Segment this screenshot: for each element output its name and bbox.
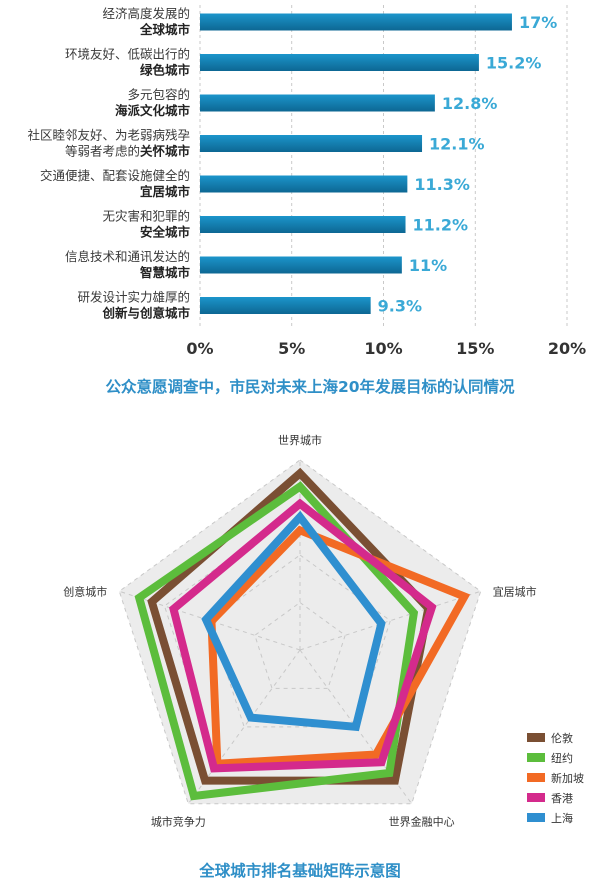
legend-label: 伦敦	[551, 731, 573, 745]
legend-label: 上海	[551, 811, 573, 825]
radar-series	[134, 467, 471, 801]
radar-ring	[254, 601, 346, 689]
bar-marks: 17% 15.2% 12.8% 12.1% 11.3% 11.2% 11% 9.3%	[200, 13, 557, 316]
bar-category-line2: 安全城市	[140, 225, 191, 240]
legend-label: 香港	[551, 792, 573, 805]
bar	[200, 94, 435, 112]
bar-value-label: 11.2%	[413, 216, 469, 235]
bar	[200, 13, 512, 31]
bar-category-line2: 绿色城市	[140, 63, 191, 78]
bar-category-line1: 研发设计实力雄厚的	[77, 290, 190, 305]
bar-category-line2: 海派文化城市	[115, 103, 191, 118]
bar-category-name: 海派文化城市	[115, 103, 191, 118]
bar-category-line2: 智慧城市	[139, 265, 191, 280]
legend-label: 新加坡	[551, 771, 584, 785]
bar-category-name: 创新与创意城市	[101, 306, 190, 321]
radar-axis-label: 创意城市	[63, 584, 107, 598]
bar-value-label: 9.3%	[378, 297, 422, 316]
bar	[200, 175, 408, 193]
radar-axis-label: 宜居城市	[493, 584, 537, 598]
bar-category-name: 绿色城市	[140, 63, 191, 78]
x-tick-label: 15%	[456, 339, 494, 358]
bar-value-label: 11%	[409, 256, 447, 275]
bar-category-line1: 信息技术和通讯发达的	[65, 249, 190, 264]
x-tick-label: 10%	[364, 339, 402, 358]
x-tick-label: 5%	[278, 339, 305, 358]
bar-category-name: 关怀城市	[140, 144, 191, 159]
bar-value-label: 15.2%	[486, 54, 542, 73]
bar-category-name: 宜居城市	[140, 184, 191, 199]
legend-swatch	[527, 753, 545, 762]
radar-series-line	[201, 510, 386, 732]
radar-axis-label: 世界城市	[278, 433, 322, 447]
bar-category-name: 全球城市	[139, 22, 191, 37]
bar-value-label: 12.1%	[429, 135, 485, 154]
radar-series-line	[207, 525, 471, 768]
x-tick-label: 20%	[548, 339, 586, 358]
bar-x-tick-labels: 0% 5% 10% 15% 20%	[186, 339, 586, 358]
x-tick-label: 0%	[186, 339, 213, 358]
bar	[200, 297, 371, 314]
bar-category-line1: 社区睦邻友好、为老弱病残孕	[27, 128, 190, 143]
bar-category-line1: 交通便捷、配套设施健全的	[40, 168, 190, 183]
legend-swatch	[527, 773, 545, 782]
bar-category-line1: 多元包容的	[127, 87, 190, 102]
legend-swatch	[527, 813, 545, 822]
radar-series-line	[169, 498, 437, 773]
bar	[200, 216, 406, 233]
bar-category-line2-prefix: 等弱者考虑的	[65, 144, 140, 159]
bar-chart-title: 公众意愿调查中，市民对未来上海20年发展目标的认同情况	[105, 377, 515, 396]
bar-category-line2: 创新与创意城市	[101, 306, 190, 321]
bar-value-label: 11.3%	[414, 175, 470, 194]
legend-label: 纽约	[551, 751, 573, 765]
bar-category-name: 智慧城市	[139, 265, 191, 280]
radar-chart-title: 全球城市排名基础矩阵示意图	[198, 861, 401, 880]
bar-value-label: 17%	[519, 13, 557, 32]
bar-category-line2: 全球城市	[139, 22, 191, 37]
bar	[200, 54, 479, 71]
bar-category-line2: 宜居城市	[140, 184, 191, 199]
radar-ring	[118, 459, 482, 805]
bar-category-name: 安全城市	[140, 225, 191, 240]
bar-category-line1: 无灾害和犯罪的	[102, 209, 190, 224]
legend-swatch	[527, 793, 545, 802]
radar-axis-label: 城市竞争力	[151, 815, 206, 829]
bar-category-line1: 环境友好、低碳出行的	[65, 47, 190, 62]
bar-category-labels: 经济高度发展的全球城市环境友好、低碳出行的绿色城市多元包容的海派文化城市社区睦邻…	[27, 6, 190, 321]
bar	[200, 135, 423, 152]
bar-category-line2: 等弱者考虑的关怀城市	[65, 144, 191, 159]
radar-axis-label: 世界金融中心	[389, 815, 455, 829]
bar	[200, 256, 402, 274]
bar-chart: 17% 15.2% 12.8% 12.1% 11.3% 11.2% 11% 9.3% 经济高度…	[27, 5, 586, 396]
bar-category-line1: 经济高度发展的	[102, 6, 190, 21]
radar-series-line	[134, 481, 419, 801]
bar-value-label: 12.8%	[442, 94, 498, 113]
legend-swatch	[527, 733, 545, 742]
